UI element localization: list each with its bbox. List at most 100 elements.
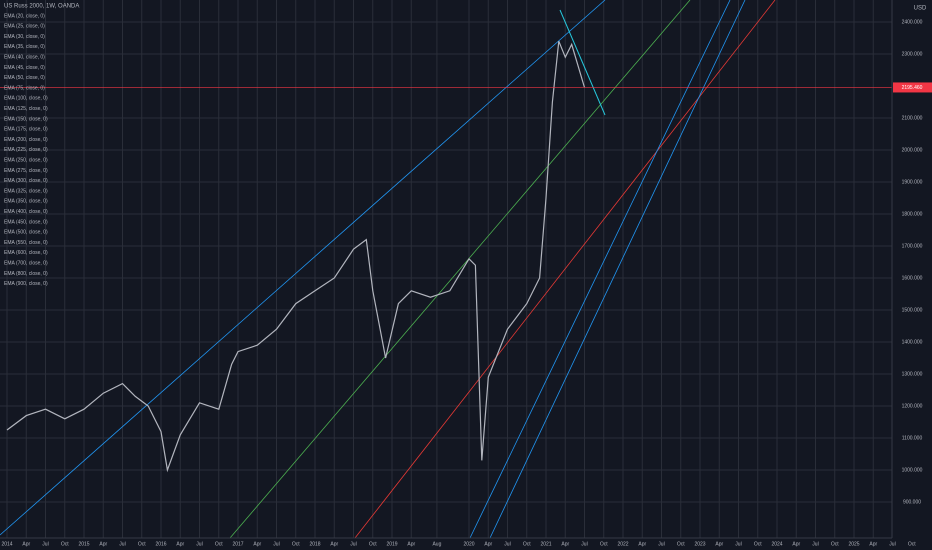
last-price-label: 2195.460 [902,85,923,91]
trendlines [0,0,776,539]
price-axis [892,0,932,538]
legend-entry: EMA (20, close, 0) [4,13,45,19]
y-tick-label: 1400.000 [902,339,923,345]
legend-entry: EMA (700, close, 0) [4,261,48,267]
x-tick-label: Apr [22,541,30,547]
x-tick-label: 2019 [386,541,397,547]
x-tick-label: Oct [215,541,223,547]
x-tick-label: Apr [407,541,415,547]
last-price-tag [893,82,932,93]
x-tick-label: 2023 [694,541,705,547]
x-tick-label: Jul [196,541,202,547]
axes: 900.000 1000.000 1100.000 1200.000 1300.000 1… [1,19,932,547]
legend-entry: EMA (800, close, 0) [4,271,48,277]
legend: EMA (20, close, 0) EMA (25, close, 0) EMA … [4,13,48,287]
x-tick-label: Oct [292,541,300,547]
x-tick-label: Apr [330,541,338,547]
x-tick-label: 2025 [848,541,859,547]
y-tick-label: 2000.000 [902,147,923,153]
legend-entry: EMA (400, close, 0) [4,209,48,215]
legend-entry: EMA (450, close, 0) [4,219,48,225]
x-tick-label: Oct [369,541,377,547]
x-tick-label: Oct [831,541,839,547]
y-tick-label: 2300.000 [902,51,923,57]
legend-entry: EMA (25, close, 0) [4,24,45,30]
trendline [0,0,606,536]
y-tick-label: 1600.000 [902,275,923,281]
x-tick-label: Apr [176,541,184,547]
x-tick-label: Jul [350,541,356,547]
legend-entry: EMA (325, close, 0) [4,188,48,194]
time-axis [0,538,932,550]
x-tick-label: Oct [523,541,531,547]
x-tick-label: Apr [715,541,723,547]
legend-entry: EMA (500, close, 0) [4,230,48,236]
x-tick-label: 2021 [540,541,551,547]
x-tick-label: Oct [138,541,146,547]
x-tick-label: Oct [600,541,608,547]
chart-title: US Russ 2000, 1W, OANDA [4,4,79,10]
y-tick-label: 1100.000 [902,435,923,441]
trendline [354,0,776,539]
legend-entry: EMA (50, close, 0) [4,75,45,81]
x-tick-label: 2016 [155,541,166,547]
legend-entry: EMA (350, close, 0) [4,199,48,205]
trendline [469,0,731,539]
x-tick-label: 2018 [309,541,320,547]
legend-entry: EMA (225, close, 0) [4,147,48,153]
legend-entry: EMA (75, close, 0) [4,85,45,91]
x-tick-label: Jul [658,541,664,547]
x-tick-label: Jul [273,541,279,547]
x-tick-label: 2020 [463,541,474,547]
legend-entry: EMA (40, close, 0) [4,55,45,61]
y-tick-label: 1900.000 [902,179,923,185]
legend-entry: EMA (35, close, 0) [4,44,45,50]
legend-entry: EMA (250, close, 0) [4,158,48,164]
x-tick-label: Oct [754,541,762,547]
x-tick-label: Apr [792,541,800,547]
x-tick-label: Jul [889,541,895,547]
x-tick-label: Jul [504,541,510,547]
x-tick-label: Jul [581,541,587,547]
y-tick-label: 2400.000 [902,19,923,25]
x-tick-label: Jul [735,541,741,547]
x-tick-label: Oct [61,541,69,547]
legend-entry: EMA (45, close, 0) [4,65,45,71]
y-tick-label: 1800.000 [902,211,923,217]
legend-entry: EMA (550, close, 0) [4,240,48,246]
x-tick-label: Apr [99,541,107,547]
y-tick-label: 1700.000 [902,243,923,249]
legend-entry: EMA (30, close, 0) [4,34,45,40]
legend-entry: EMA (300, close, 0) [4,178,48,184]
x-tick-label: Jul [119,541,125,547]
x-tick-label: 2024 [771,541,782,547]
x-tick-label: 2015 [78,541,89,547]
trendline [229,0,691,539]
y-tick-label: 1000.000 [902,467,923,473]
legend-entry: EMA (175, close, 0) [4,127,48,133]
x-tick-label: Oct [908,541,916,547]
trendline [559,9,606,116]
y-tick-label: 1300.000 [902,371,923,377]
y-tick-label: 1500.000 [902,307,923,313]
x-tick-label: Jul [42,541,48,547]
y-tick-label: 2100.000 [902,115,923,121]
legend-entry: EMA (100, close, 0) [4,96,48,102]
legend-entry: EMA (900, close, 0) [4,281,48,287]
legend-entry: EMA (125, close, 0) [4,106,48,112]
currency: USD [914,6,927,12]
price-line [6,40,586,473]
x-tick-label: Apr [561,541,569,547]
legend-entry: EMA (600, close, 0) [4,250,48,256]
x-tick-label: 2014 [1,541,12,547]
plot [0,40,892,473]
legend-entry: EMA (150, close, 0) [4,116,48,122]
y-tick-label: 900.000 [903,499,921,505]
y-tick-label: 1200.000 [902,403,923,409]
x-tick-label: Apr [869,541,877,547]
x-tick-label: Jul [812,541,818,547]
trendline [489,0,746,539]
x-tick-label: 2017 [232,541,243,547]
